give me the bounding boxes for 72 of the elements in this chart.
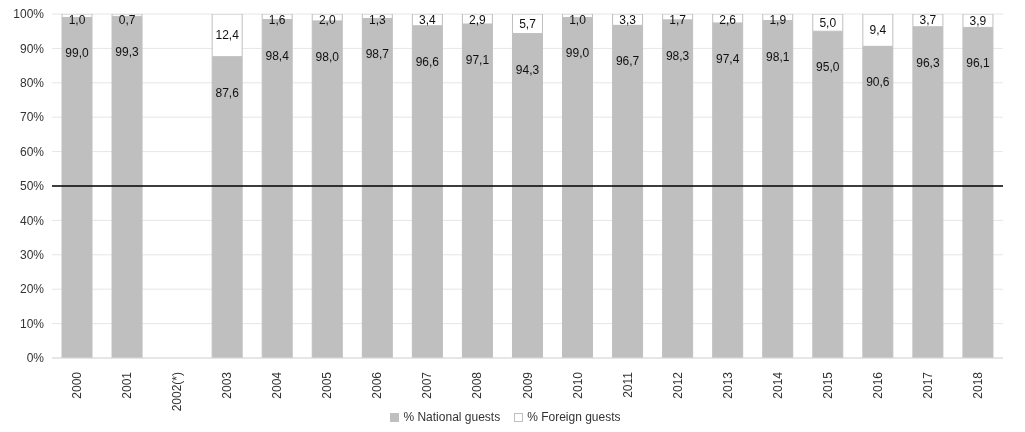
y-tick-label: 30% [19,248,45,263]
data-label: 3,7 [919,13,937,28]
data-label: 3,9 [969,13,987,28]
data-label: 1,9 [769,13,787,27]
x-tick-label: 2016 [870,371,885,399]
bar [562,16,594,358]
y-tick-label: 70% [19,110,45,125]
x-tick-label: 2003 [220,371,235,399]
data-label: 90,6 [866,75,890,90]
legend-label: % Foreign guests [527,410,621,424]
data-label: 1,0 [68,13,86,27]
data-label: 5,0 [819,15,837,30]
y-tick-label: 0% [26,351,45,366]
data-label: 97,4 [716,51,740,66]
data-label: 97,1 [465,52,490,67]
y-tick-label: 60% [19,144,45,159]
data-label: 99,0 [65,46,89,61]
data-label: 3,4 [419,13,437,27]
bar [111,15,143,358]
data-label: 5,7 [519,16,537,31]
x-tick-label: 2007 [420,371,435,399]
bar [361,17,393,358]
data-label: 96,6 [415,54,440,69]
data-label: 96,7 [615,54,640,69]
x-tick-label: 2001 [120,371,135,399]
x-tick-label: 2005 [320,371,335,399]
x-tick-label: 2009 [520,371,535,399]
x-tick-label: 2017 [920,371,935,399]
y-tick-label: 100% [13,7,45,22]
y-tick-label: 80% [19,76,45,91]
data-label: 87,6 [215,85,240,100]
data-label: 9,4 [869,23,887,38]
x-tick-label: 2018 [970,371,985,399]
x-tick-label: 2004 [270,371,285,399]
x-tick-label: 2015 [820,371,835,399]
x-tick-label: 2012 [670,371,685,399]
bar [61,16,93,358]
data-label: 1,0 [569,13,587,27]
y-tick-label: 20% [19,282,45,297]
data-label: 2,6 [719,13,737,27]
y-tick-label: 40% [19,213,45,228]
data-label: 99,0 [565,46,590,61]
data-label: 99,3 [115,45,140,60]
x-tick-label: 2014 [770,371,785,399]
data-label: 98,7 [365,47,390,62]
data-label: 12,4 [215,28,240,43]
data-label: 1,6 [268,13,286,27]
data-label: 98,0 [315,49,340,64]
data-label: 98,1 [766,49,790,64]
x-tick-label: 2006 [370,371,385,399]
x-tick-label: 2002(*) [170,372,185,412]
data-label: 1,3 [368,13,386,27]
data-label: 0,7 [118,13,136,27]
x-tick-label: 2013 [720,371,735,399]
x-tick-label: 2010 [570,371,585,399]
data-label: 1,7 [669,13,687,27]
y-tick-label: 10% [19,316,45,331]
data-label: 3,3 [619,13,637,27]
y-tick-label: 90% [19,41,45,56]
data-label: 2,0 [318,13,336,27]
legend-label: % National guests [403,410,501,424]
data-label: 98,3 [665,48,690,63]
data-label: 96,1 [966,56,990,71]
x-tick-label: 2000 [70,371,85,399]
y-tick-label: 50% [19,179,45,194]
data-label: 98,4 [265,48,290,63]
data-label: 95,0 [816,60,840,75]
x-tick-label: 2008 [470,371,485,399]
data-label: 94,3 [515,62,540,77]
data-label: 96,3 [916,55,940,70]
x-tick-label: 2011 [620,371,635,398]
data-label: 2,9 [469,13,487,27]
